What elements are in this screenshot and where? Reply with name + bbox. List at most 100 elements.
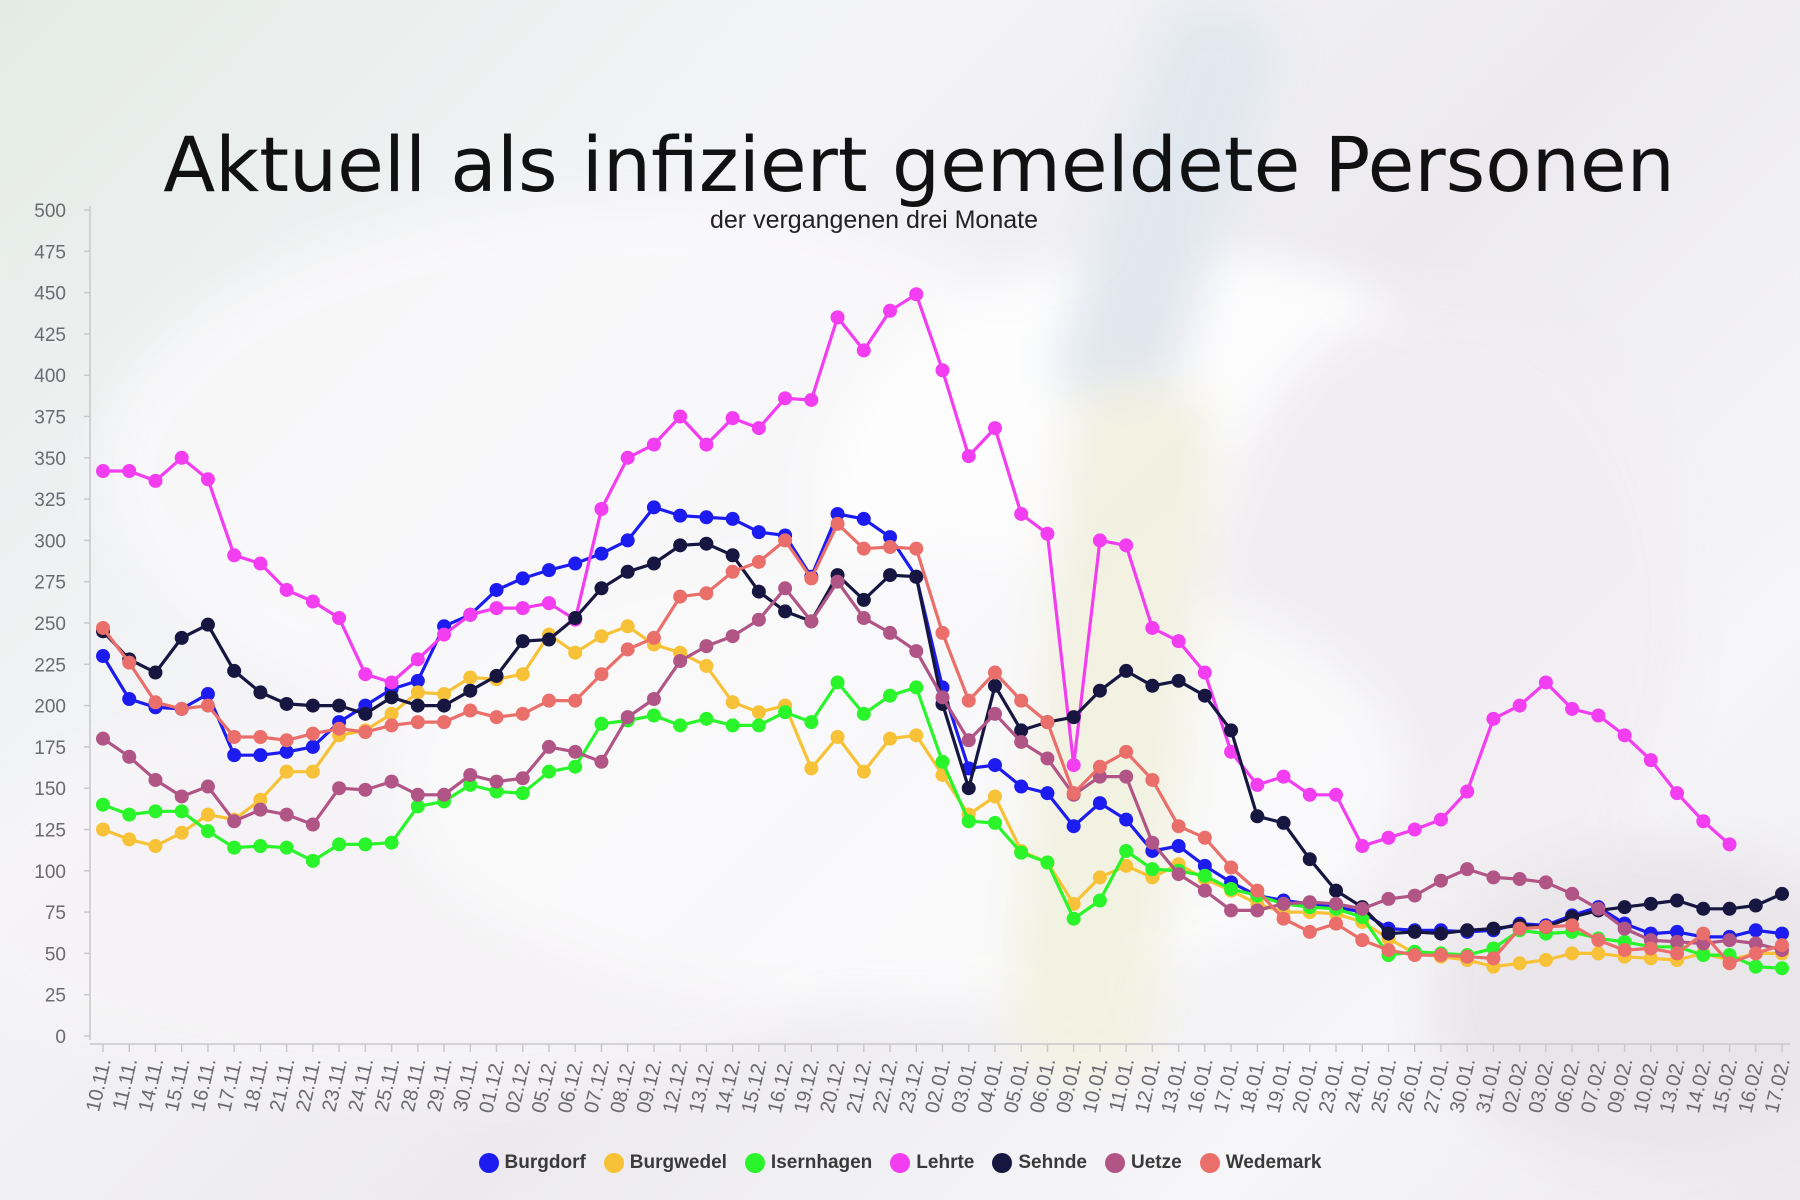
- data-point[interactable]: [1748, 959, 1763, 974]
- data-point[interactable]: [804, 392, 819, 407]
- data-point[interactable]: [1617, 921, 1632, 936]
- data-point[interactable]: [174, 701, 189, 716]
- data-point[interactable]: [1092, 893, 1107, 908]
- data-point[interactable]: [1538, 953, 1553, 968]
- data-point[interactable]: [200, 472, 215, 487]
- data-point[interactable]: [1119, 769, 1134, 784]
- data-point[interactable]: [856, 343, 871, 358]
- data-point[interactable]: [96, 620, 110, 635]
- data-point[interactable]: [1040, 715, 1055, 730]
- data-point[interactable]: [1748, 946, 1763, 961]
- data-point[interactable]: [830, 729, 845, 744]
- data-point[interactable]: [909, 728, 924, 743]
- data-point[interactable]: [1014, 779, 1029, 794]
- data-point[interactable]: [778, 533, 793, 548]
- data-point[interactable]: [646, 691, 661, 706]
- data-point[interactable]: [463, 683, 478, 698]
- data-point[interactable]: [1119, 538, 1134, 553]
- data-point[interactable]: [515, 601, 530, 616]
- data-point[interactable]: [437, 715, 452, 730]
- data-point[interactable]: [1617, 728, 1632, 743]
- data-point[interactable]: [384, 835, 399, 850]
- data-point[interactable]: [174, 804, 189, 819]
- data-point[interactable]: [1696, 926, 1711, 941]
- data-point[interactable]: [987, 789, 1002, 804]
- data-point[interactable]: [1250, 809, 1265, 824]
- data-point[interactable]: [909, 644, 924, 659]
- data-point[interactable]: [1617, 900, 1632, 915]
- data-point[interactable]: [961, 449, 976, 464]
- data-point[interactable]: [751, 612, 766, 627]
- data-point[interactable]: [620, 533, 635, 548]
- data-point[interactable]: [1355, 933, 1370, 948]
- data-point[interactable]: [384, 706, 399, 721]
- data-point[interactable]: [332, 698, 347, 713]
- data-point[interactable]: [148, 772, 163, 787]
- data-point[interactable]: [200, 687, 215, 702]
- data-point[interactable]: [699, 586, 714, 601]
- data-point[interactable]: [1355, 901, 1370, 916]
- data-point[interactable]: [1276, 896, 1291, 911]
- data-point[interactable]: [1224, 903, 1239, 918]
- data-point[interactable]: [1696, 814, 1711, 829]
- data-point[interactable]: [358, 667, 373, 682]
- data-point[interactable]: [174, 825, 189, 840]
- data-point[interactable]: [673, 718, 688, 733]
- data-point[interactable]: [1197, 665, 1212, 680]
- data-point[interactable]: [305, 739, 320, 754]
- data-point[interactable]: [358, 725, 373, 740]
- data-point[interactable]: [856, 764, 871, 779]
- data-point[interactable]: [148, 839, 163, 854]
- data-point[interactable]: [463, 777, 478, 792]
- data-point[interactable]: [410, 673, 425, 688]
- data-point[interactable]: [541, 596, 556, 611]
- data-point[interactable]: [568, 693, 583, 708]
- data-point[interactable]: [200, 698, 215, 713]
- data-point[interactable]: [489, 601, 504, 616]
- data-point[interactable]: [463, 767, 478, 782]
- data-point[interactable]: [1014, 723, 1029, 738]
- data-point[interactable]: [620, 619, 635, 634]
- data-point[interactable]: [751, 718, 766, 733]
- data-point[interactable]: [856, 592, 871, 607]
- data-point[interactable]: [174, 789, 189, 804]
- data-point[interactable]: [1722, 933, 1737, 948]
- data-point[interactable]: [1145, 862, 1160, 877]
- data-point[interactable]: [174, 630, 189, 645]
- data-point[interactable]: [856, 611, 871, 626]
- data-point[interactable]: [1460, 784, 1475, 799]
- data-point[interactable]: [1538, 919, 1553, 934]
- data-point[interactable]: [1014, 693, 1029, 708]
- data-point[interactable]: [856, 511, 871, 526]
- data-point[interactable]: [1197, 858, 1212, 873]
- data-point[interactable]: [1486, 921, 1501, 936]
- data-point[interactable]: [410, 698, 425, 713]
- data-point[interactable]: [227, 663, 242, 678]
- data-point[interactable]: [253, 729, 268, 744]
- data-point[interactable]: [1486, 711, 1501, 726]
- data-point[interactable]: [830, 310, 845, 325]
- data-point[interactable]: [305, 853, 320, 868]
- data-point[interactable]: [1486, 941, 1501, 956]
- data-point[interactable]: [410, 685, 425, 700]
- data-point[interactable]: [1407, 822, 1422, 837]
- data-point[interactable]: [489, 774, 504, 789]
- data-point[interactable]: [673, 589, 688, 604]
- data-point[interactable]: [1119, 812, 1134, 827]
- data-point[interactable]: [174, 450, 189, 465]
- data-point[interactable]: [200, 824, 215, 839]
- data-point[interactable]: [122, 691, 137, 706]
- data-point[interactable]: [1092, 533, 1107, 548]
- data-point[interactable]: [227, 814, 242, 829]
- data-point[interactable]: [883, 303, 898, 318]
- data-point[interactable]: [1670, 946, 1685, 961]
- data-point[interactable]: [1171, 673, 1186, 688]
- data-point[interactable]: [1092, 683, 1107, 698]
- data-point[interactable]: [332, 721, 347, 736]
- data-point[interactable]: [1591, 901, 1606, 916]
- data-point[interactable]: [699, 536, 714, 551]
- data-point[interactable]: [1591, 933, 1606, 948]
- data-point[interactable]: [410, 652, 425, 667]
- data-point[interactable]: [515, 571, 530, 586]
- data-point[interactable]: [804, 614, 819, 629]
